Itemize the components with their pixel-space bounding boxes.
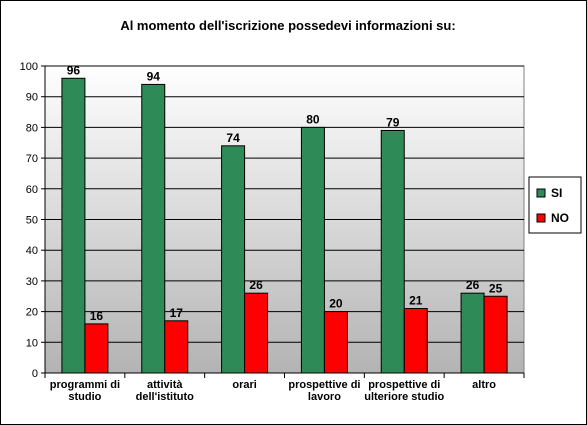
y-tick-label: 60 bbox=[26, 184, 38, 196]
y-tick-label: 50 bbox=[26, 215, 38, 227]
gridlines bbox=[45, 65, 524, 343]
y-tick-label: 0 bbox=[32, 368, 38, 380]
y-tick-label: 70 bbox=[26, 153, 38, 165]
data-label: 79 bbox=[386, 115, 400, 129]
data-label: 26 bbox=[466, 278, 480, 292]
legend-swatch-si bbox=[536, 188, 546, 198]
bar-no bbox=[164, 320, 189, 374]
y-tick-label: 80 bbox=[26, 122, 38, 134]
data-label: 16 bbox=[90, 309, 104, 323]
y-tick-label: 90 bbox=[26, 92, 38, 104]
data-label: 25 bbox=[489, 281, 503, 295]
bar-no bbox=[323, 311, 348, 374]
x-tick-label: lavoro bbox=[308, 391, 341, 403]
x-tick-label: prospettive di bbox=[288, 379, 360, 391]
legend-swatch-no bbox=[536, 213, 546, 223]
data-label: 94 bbox=[147, 69, 161, 83]
y-axis: 0 10 20 30 40 50 60 70 80 90 100 bbox=[20, 61, 46, 380]
legend-box bbox=[528, 176, 582, 234]
data-label: 21 bbox=[409, 294, 423, 308]
x-tick-label: studio bbox=[68, 391, 101, 403]
bar-si bbox=[61, 77, 86, 374]
legend: SI NO bbox=[528, 176, 582, 234]
y-tick-label: 30 bbox=[26, 276, 38, 288]
bar-no bbox=[483, 295, 508, 374]
x-tick-label: prospettive di bbox=[368, 379, 440, 391]
bars: 96 16 94 17 74 26 80 20 79 21 26 25 bbox=[61, 63, 508, 374]
data-label: 20 bbox=[329, 297, 343, 311]
y-tick-label: 100 bbox=[20, 61, 38, 73]
bar-si bbox=[380, 129, 405, 374]
legend-label: NO bbox=[551, 211, 569, 225]
y-tick-label: 40 bbox=[26, 245, 38, 257]
bar-si bbox=[221, 145, 246, 374]
x-tick-label: attività bbox=[147, 379, 183, 391]
data-label: 17 bbox=[170, 306, 184, 320]
x-tick-label: ulteriore studio bbox=[364, 391, 444, 403]
bar-si bbox=[300, 126, 325, 374]
legend-label: SI bbox=[551, 186, 562, 200]
x-tick-label: altro bbox=[472, 379, 496, 391]
x-tick-label: dell'istituto bbox=[136, 391, 195, 403]
data-label: 26 bbox=[249, 278, 263, 292]
chart-title: Al momento dell'iscrizione possedevi inf… bbox=[120, 18, 455, 33]
x-tick-label: programmi di bbox=[50, 379, 120, 391]
bar-no bbox=[403, 308, 428, 374]
bar-si bbox=[460, 292, 485, 374]
data-label: 96 bbox=[67, 63, 81, 77]
x-tick-label: orari bbox=[232, 379, 256, 391]
data-label: 80 bbox=[306, 112, 320, 126]
data-label: 74 bbox=[226, 131, 240, 145]
y-tick-label: 20 bbox=[26, 307, 38, 319]
bar-si bbox=[141, 83, 166, 374]
bar-no bbox=[244, 292, 269, 374]
y-tick-label: 10 bbox=[26, 337, 38, 349]
bar-no bbox=[84, 323, 109, 374]
